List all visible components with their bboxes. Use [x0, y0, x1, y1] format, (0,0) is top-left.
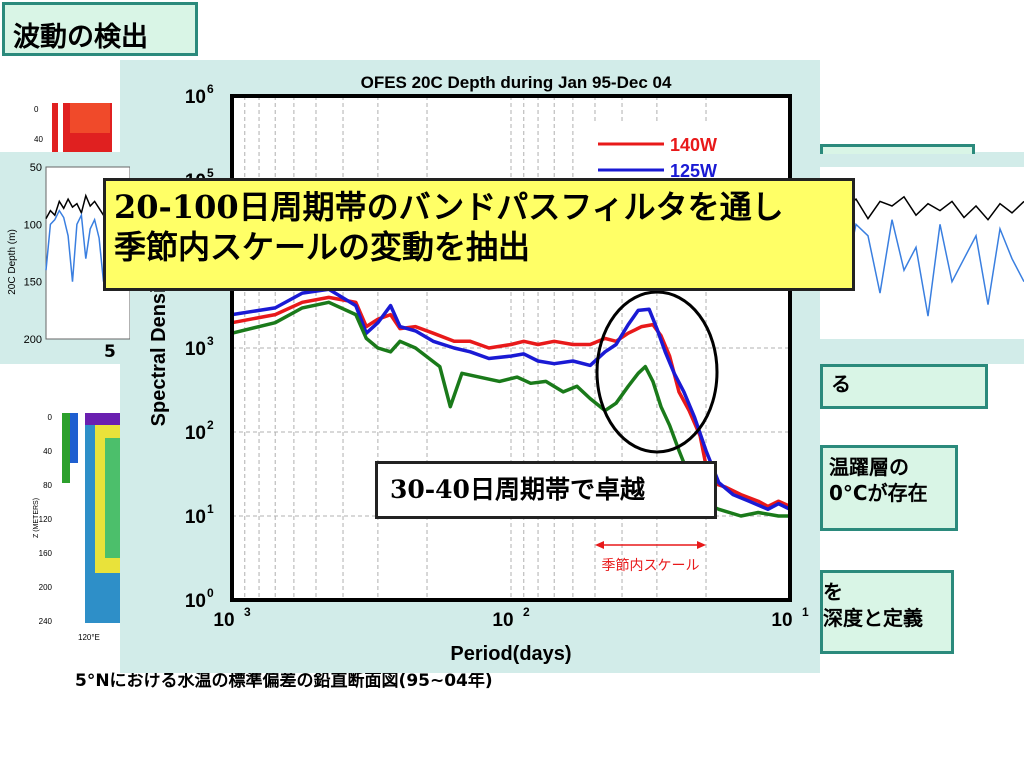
y-tick-label: 10: [185, 507, 206, 528]
y-tick-exponent: 2: [207, 418, 214, 432]
y-tick-exponent: 6: [207, 82, 214, 96]
bottom-left-ytick: 160: [39, 549, 53, 558]
left-caption-fragment: 5: [104, 342, 116, 362]
y-tick-exponent: 1: [207, 502, 214, 516]
range-arrowhead-right: [697, 541, 707, 549]
bottom-caption: 5°Nにおける水温の標準偏差の鉛直断面図(95~04年): [75, 671, 493, 691]
x-axis-label: Period(days): [450, 643, 571, 665]
right-box-1: る: [820, 364, 988, 409]
y-tick-label: 10: [185, 591, 206, 612]
dominant-period-callout: 30-40日周期帯で卓越: [375, 461, 717, 519]
left-timeseries-ytick: 100: [24, 219, 42, 231]
x-tick-label: 10: [213, 610, 234, 631]
x-tick-exponent: 1: [802, 605, 809, 619]
slide-title: 波動の検出: [2, 2, 198, 56]
y-axis-label: Spectral Density: [148, 269, 170, 427]
legend-125w-label: 125W: [670, 161, 717, 181]
y-tick-exponent: 0: [207, 586, 214, 600]
top-left-section-chart: 0 40: [30, 95, 120, 155]
right-box-2-line-1: 温躍層の: [829, 455, 909, 479]
right-box-1-text: る: [831, 372, 851, 396]
left-timeseries-ytick: 50: [30, 162, 42, 174]
bottom-left-band-blue: [70, 413, 78, 463]
bottom-left-section-plot: Z (METERS) 0 40 80 120 160 200 240 120°E: [33, 413, 120, 642]
x-tick-label: 10: [492, 610, 513, 631]
y-tick-label: 10: [185, 339, 206, 360]
y-tick-exponent: 3: [207, 334, 214, 348]
dominant-peak-ellipse: [595, 290, 719, 454]
y-tick-exponent: 5: [207, 166, 214, 180]
intraseasonal-range-label: 季節内スケール: [602, 557, 700, 573]
right-box-2: 温躍層の 0°Cが存在: [820, 445, 958, 531]
x-tick-exponent: 2: [523, 605, 530, 619]
left-timeseries-ytick: 150: [24, 277, 42, 289]
right-box-3-line-1: を: [823, 580, 843, 604]
right-box-3-line-2: 深度と定義: [823, 606, 923, 630]
spectrum-plot: OFES 20C Depth during Jan 95-Dec 04 10 3 1…: [148, 73, 809, 665]
bottom-left-ytick: 200: [39, 583, 53, 592]
top-left-tick-1: 40: [34, 135, 43, 144]
top-left-heat-block-2: [70, 103, 110, 133]
bottom-left-section-chart: Z (METERS) 0 40 80 120 160 200 240 120°E: [10, 398, 120, 648]
right-box-3: を 深度と定義: [820, 570, 954, 654]
left-timeseries-ytick: 200: [24, 334, 42, 346]
legend-140w-label: 140W: [670, 135, 717, 155]
bottom-left-ytick: 120: [39, 515, 53, 524]
bandpass-callout-line-1: 20-100日周期帯のバンドパスフィルタを通し: [114, 188, 784, 226]
left-timeseries-yaxis-label: 20C Depth (m): [7, 229, 18, 295]
top-left-section-plot: 0 40: [34, 103, 112, 153]
bottom-left-band-green-2: [105, 438, 120, 558]
bottom-left-band-purple: [85, 413, 120, 425]
right-box-2-line-2: 0°Cが存在: [829, 481, 928, 505]
x-tick-exponent: 3: [244, 605, 251, 619]
range-arrowhead-left: [594, 541, 604, 549]
bandpass-callout-line-2: 季節内スケールの変動を抽出: [114, 228, 531, 266]
spectrum-panel: OFES 20C Depth during Jan 95-Dec 04 10 3 1…: [120, 60, 820, 673]
bottom-left-ytick: 240: [39, 617, 53, 626]
series-line: [231, 287, 791, 512]
plot-frame: [230, 94, 792, 602]
bandpass-filter-callout: 20-100日周期帯のバンドパスフィルタを通し 季節内スケールの変動を抽出: [103, 178, 855, 291]
chart-title: OFES 20C Depth during Jan 95-Dec 04: [361, 73, 672, 92]
top-left-heat-gap: [58, 103, 63, 153]
x-tick-label: 10: [771, 610, 792, 631]
bottom-left-yaxis-label: Z (METERS): [33, 498, 40, 538]
bottom-left-ytick: 0: [48, 413, 53, 422]
bottom-left-ytick: 80: [43, 481, 52, 490]
legend-box: [583, 124, 766, 184]
y-tick-label: 10: [185, 87, 206, 108]
bottom-left-band-green: [62, 413, 70, 483]
top-left-tick-0: 0: [34, 105, 39, 114]
bottom-left-xtick: 120°E: [78, 633, 100, 642]
right-box-1-top-edge: [820, 144, 975, 154]
y-tick-label: 10: [185, 423, 206, 444]
bottom-left-ytick: 40: [43, 447, 52, 456]
